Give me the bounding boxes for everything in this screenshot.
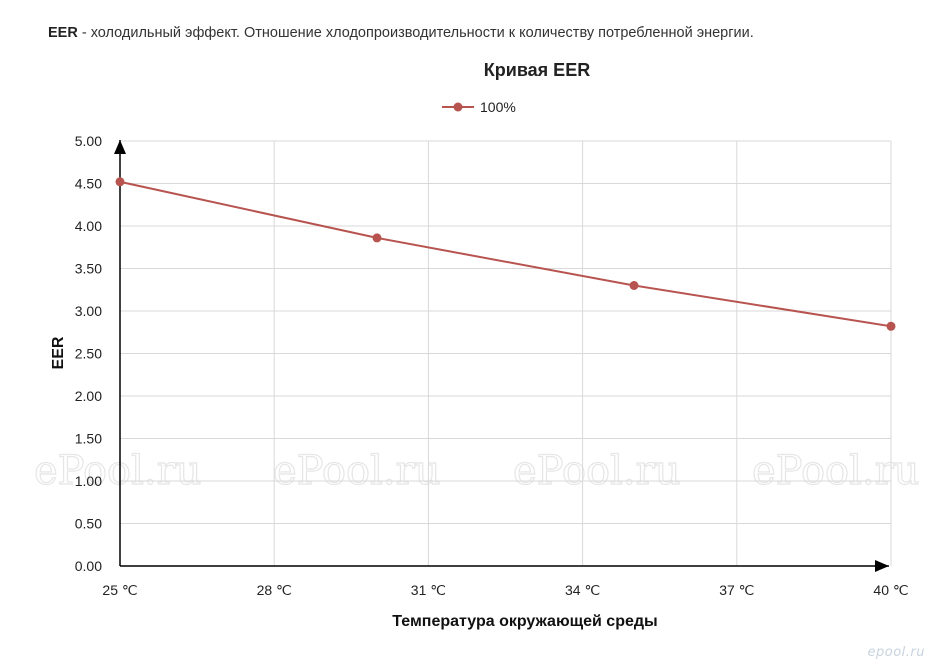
y-tick-label: 5.00 — [75, 133, 102, 149]
y-tick-label: 1.00 — [75, 473, 102, 489]
series-layer — [115, 177, 896, 331]
data-point — [372, 233, 382, 243]
y-tick-label: 2.50 — [75, 346, 102, 362]
x-tick-label: 40 ℃ — [873, 582, 908, 598]
y-tick-label: 4.00 — [75, 218, 102, 234]
x-tick-label: 28 ℃ — [257, 582, 292, 598]
y-axis-label: EER — [50, 336, 67, 369]
watermark-layer: ePool.ru ePool.ru ePool.ru ePool.ru — [33, 447, 920, 494]
y-tick-label: 2.00 — [75, 388, 102, 404]
watermark-text: ePool.ru — [273, 448, 441, 494]
y-tick-labels: 0.00 0.50 1.00 1.50 2.00 2.50 3.00 3.50 4.00 4.50… — [75, 133, 102, 574]
x-tick-label: 25 ℃ — [102, 582, 137, 598]
watermark-text: ePool.ru — [34, 448, 202, 494]
y-tick-label: 1.50 — [75, 431, 102, 447]
axes — [114, 140, 889, 572]
y-tick-label: 3.00 — [75, 303, 102, 319]
intro-term: EER — [48, 25, 78, 41]
data-point — [115, 177, 125, 187]
y-tick-label: 0.50 — [75, 516, 102, 532]
series-line — [119, 180, 892, 328]
watermark-text: ePool.ru — [513, 448, 681, 494]
data-point — [886, 321, 896, 331]
x-tick-label: 34 ℃ — [565, 582, 600, 598]
grid — [120, 140, 892, 566]
data-point — [629, 281, 639, 290]
legend-label: 100% — [480, 99, 516, 115]
y-axis-arrow — [114, 140, 126, 154]
x-tick-label: 37 ℃ — [719, 582, 754, 598]
x-axis-label: Температура окружающей среды — [392, 613, 657, 630]
watermark-text: ePool.ru — [752, 448, 920, 494]
legend-marker — [453, 102, 463, 112]
x-tick-label: 31 ℃ — [411, 582, 446, 598]
intro-description: - холодильный эффект. Отношение хлодопро… — [77, 25, 754, 41]
corner-watermark: epool.ru — [867, 645, 925, 660]
intro-text: EER - холодильный эффект. Отношение хлод… — [48, 25, 754, 41]
y-tick-label: 4.50 — [75, 176, 102, 192]
legend: 100% — [442, 99, 516, 115]
x-axis-arrow — [875, 560, 889, 572]
y-tick-label: 0.00 — [75, 558, 102, 574]
y-tick-label: 3.50 — [75, 261, 102, 277]
x-tick-labels: 25 ℃ 28 ℃ 31 ℃ 34 ℃ 37 ℃ 40 ℃ — [102, 582, 908, 598]
chart-title: Кривая EER — [484, 60, 590, 80]
